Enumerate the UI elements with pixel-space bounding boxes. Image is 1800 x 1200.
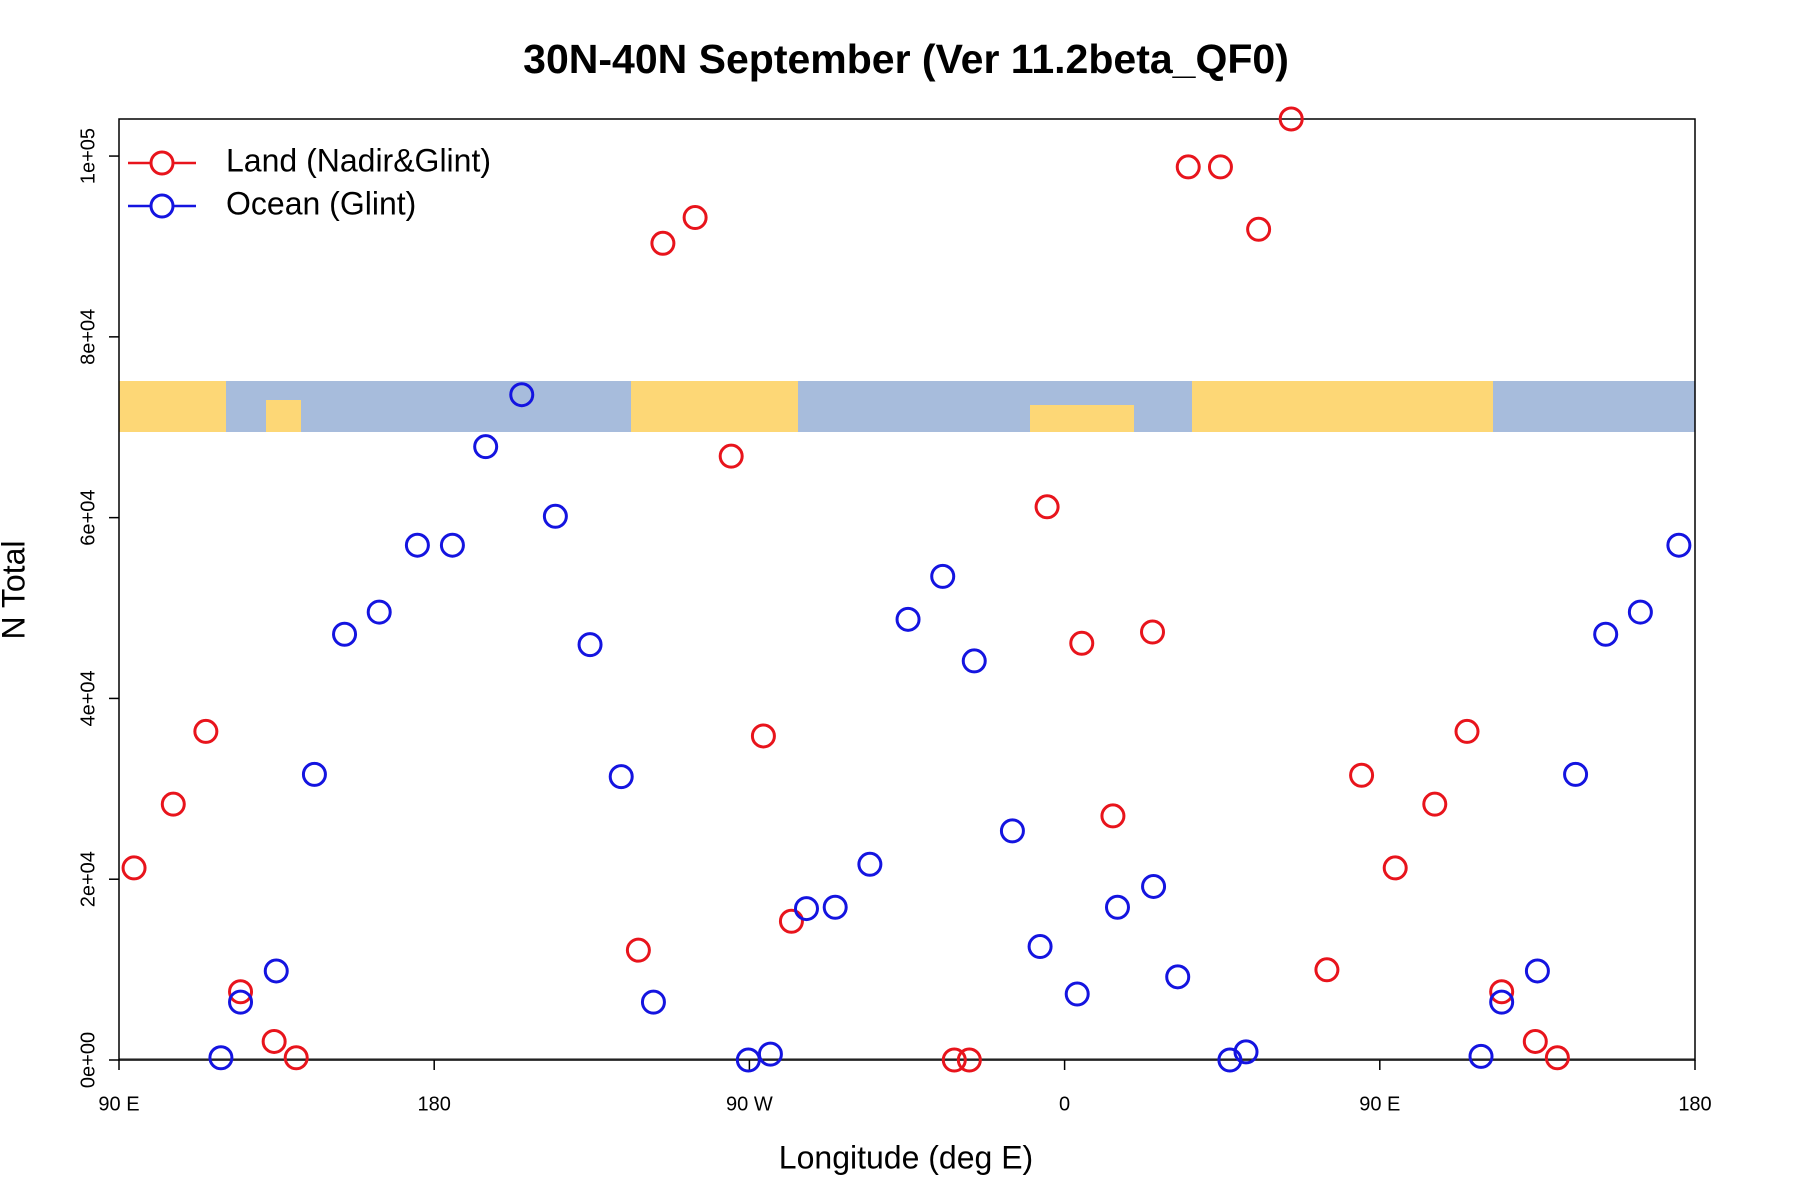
map-land [631,381,798,432]
point [757,1041,783,1067]
legend-label: Ocean (Glint) [226,185,416,221]
point [895,606,921,632]
point [283,1045,309,1071]
x-tick-label: 90 E [1359,1093,1400,1115]
point [1100,803,1126,829]
point [1278,106,1304,132]
point [930,563,956,589]
point [1233,1039,1259,1065]
x-tick-label: 180 [418,1093,451,1115]
plot-frame [118,118,1696,1061]
legend-marker [149,193,175,219]
x-tick-label: 180 [1678,1093,1711,1115]
point [608,764,634,790]
point [1522,1028,1548,1054]
point [404,532,430,558]
point [1064,981,1090,1007]
point [121,855,147,881]
x-tick-label: 0 [1059,1093,1070,1115]
map-land [1030,405,1134,432]
point [439,532,465,558]
y-tick-label: 8e+04 [77,309,99,365]
point [1175,154,1201,180]
point [1489,979,1515,1005]
point [1563,761,1589,787]
map-land [119,381,226,432]
y-tick-label: 4e+04 [77,670,99,726]
map-land [266,400,301,432]
point [1165,964,1191,990]
legend-label: Land (Nadir&Glint) [226,142,491,178]
x-tick-label: 90 E [98,1093,139,1115]
point [1454,718,1480,744]
map-land [1192,381,1493,432]
point [1468,1043,1494,1069]
chart-title: 30N-40N September (Ver 11.2beta_QF0) [523,36,1289,82]
point [650,230,676,256]
point [1027,934,1053,960]
point [682,205,708,231]
point [961,648,987,674]
legend-marker [149,150,175,176]
y-axis-label: N Total [0,540,31,639]
point [625,937,651,963]
point [1382,855,1408,881]
point [1666,532,1692,558]
x-axis-label: Longitude (deg E) [779,1139,1033,1175]
y-tick-label: 2e+04 [77,851,99,907]
point [542,503,568,529]
point [1069,630,1095,656]
point [999,818,1025,844]
point [366,599,392,625]
point [261,1028,287,1054]
point [1246,216,1272,242]
point [1593,621,1619,647]
point [1314,957,1340,983]
point [301,761,327,787]
point [735,1047,761,1073]
point [750,723,776,749]
y-tick-label: 6e+04 [77,490,99,546]
x-tick-label: 90 W [726,1093,773,1115]
point [1489,989,1515,1015]
point [1141,873,1167,899]
point [778,908,804,934]
point [718,443,744,469]
point [1349,762,1375,788]
point [1524,958,1550,984]
point [941,1047,967,1073]
point [228,979,254,1005]
y-tick-label: 1e+05 [77,128,99,184]
point [332,621,358,647]
point [1034,494,1060,520]
point [263,958,289,984]
point [160,791,186,817]
point [1207,154,1233,180]
point [793,896,819,922]
point [577,632,603,658]
point [509,382,535,408]
y-tick-label: 0e+00 [77,1032,99,1088]
point [193,718,219,744]
point [228,989,254,1015]
point [1422,791,1448,817]
map-band [119,381,1695,432]
point [1104,894,1130,920]
point [208,1045,234,1071]
point [822,894,848,920]
point [473,434,499,460]
point [1544,1045,1570,1071]
point [956,1047,982,1073]
point [1140,619,1166,645]
point [640,989,666,1015]
point [857,851,883,877]
point [1627,599,1653,625]
